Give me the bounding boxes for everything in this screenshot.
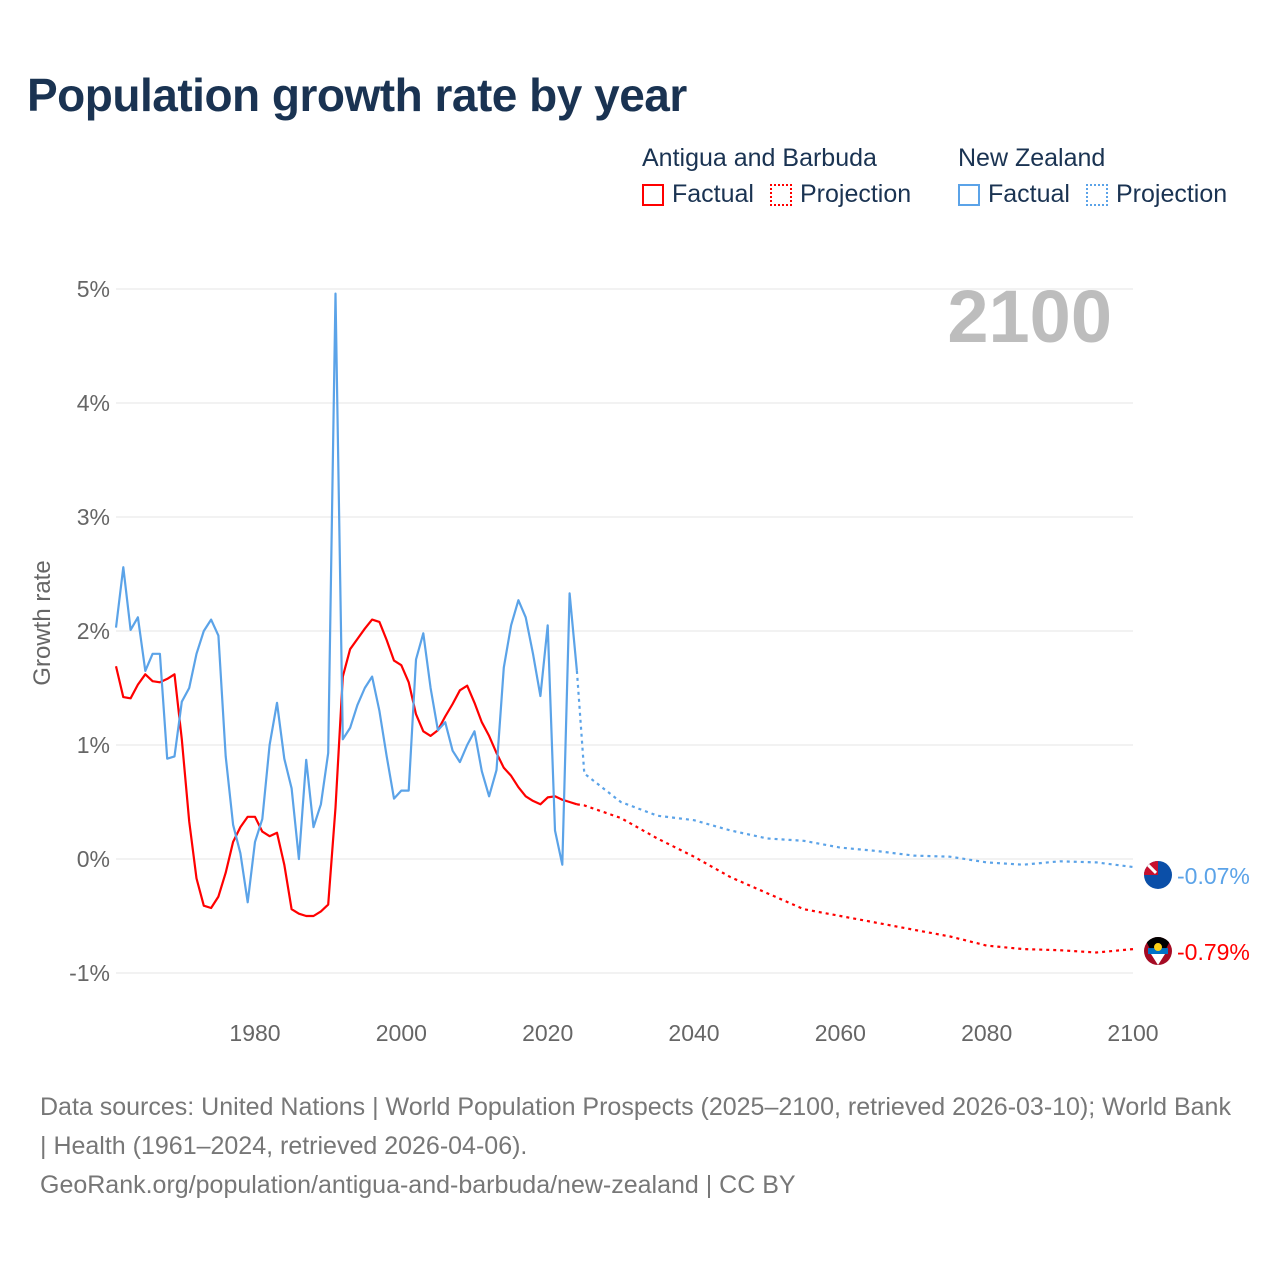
antigua-and-barbuda-factual-line xyxy=(114,618,578,918)
y-tick-label: 2% xyxy=(77,618,110,644)
footer: Data sources: United Nations | World Pop… xyxy=(40,1088,1240,1205)
legend-label: Factual xyxy=(988,180,1070,208)
antigua-and-barbuda-projection-line xyxy=(576,803,1134,954)
legend-country-label: Antigua and Barbuda xyxy=(642,144,877,172)
legend-swatch-dotted xyxy=(1085,183,1108,206)
legend-label: Projection xyxy=(799,180,912,208)
y-tick-label: 3% xyxy=(77,504,110,530)
y-tick-label: 5% xyxy=(77,276,110,302)
source-link[interactable]: GeoRank.org/population/antigua-and-barbu… xyxy=(40,1171,796,1199)
legend-item-projection[interactable]: Projection xyxy=(1085,180,1228,209)
y-tick-label: 1% xyxy=(77,732,110,758)
year-label: 2100 xyxy=(947,275,1112,358)
x-tick-label: 2000 xyxy=(376,1020,427,1046)
x-tick-label: 2060 xyxy=(815,1020,866,1046)
x-tick-label: 1980 xyxy=(229,1020,280,1046)
x-tick-label: 2100 xyxy=(1107,1020,1158,1046)
new-zealand-flag-icon xyxy=(1144,860,1172,889)
new-zealand-factual-line xyxy=(114,292,578,904)
chart-title: Population growth rate by year xyxy=(27,69,687,121)
new-zealand-projection-line xyxy=(575,670,1134,869)
legend-swatch-dotted xyxy=(769,183,792,206)
legend-item-factual[interactable]: Factual xyxy=(958,180,1070,209)
flag-body xyxy=(1144,937,1172,966)
new-zealand-end-label: -0.07% xyxy=(1177,863,1250,889)
y-axis-label: Growth rate xyxy=(29,560,56,685)
legend-new-zealand: New Zealand Factual Projection xyxy=(958,144,1227,209)
y-tick-label: 0% xyxy=(77,846,110,872)
x-tick-label: 2040 xyxy=(668,1020,719,1046)
antigua-and-barbuda-flag-icon xyxy=(1144,937,1172,966)
legend-country-label: New Zealand xyxy=(958,144,1106,172)
flag-white xyxy=(1151,954,1165,966)
data-sources: Data sources: United Nations | World Pop… xyxy=(40,1093,1231,1160)
y-tick-label: -1% xyxy=(69,960,110,986)
x-tick-label: 2020 xyxy=(522,1020,573,1046)
legend-antigua: Antigua and Barbuda Factual Projection xyxy=(642,144,911,209)
legend-swatch-solid xyxy=(958,183,980,206)
x-tick-label: 2080 xyxy=(961,1020,1012,1046)
legend-item-projection[interactable]: Projection xyxy=(769,180,912,209)
flag-sun xyxy=(1154,943,1162,952)
legend-item-factual[interactable]: Factual xyxy=(642,180,754,209)
legend-swatch-solid xyxy=(642,183,664,206)
flag-body xyxy=(1144,860,1172,889)
y-tick-label: 4% xyxy=(77,390,110,416)
antigua-and-barbuda-end-label: -0.79% xyxy=(1177,939,1250,965)
legend-label: Projection xyxy=(1115,180,1228,208)
legend-label: Factual xyxy=(672,180,754,208)
